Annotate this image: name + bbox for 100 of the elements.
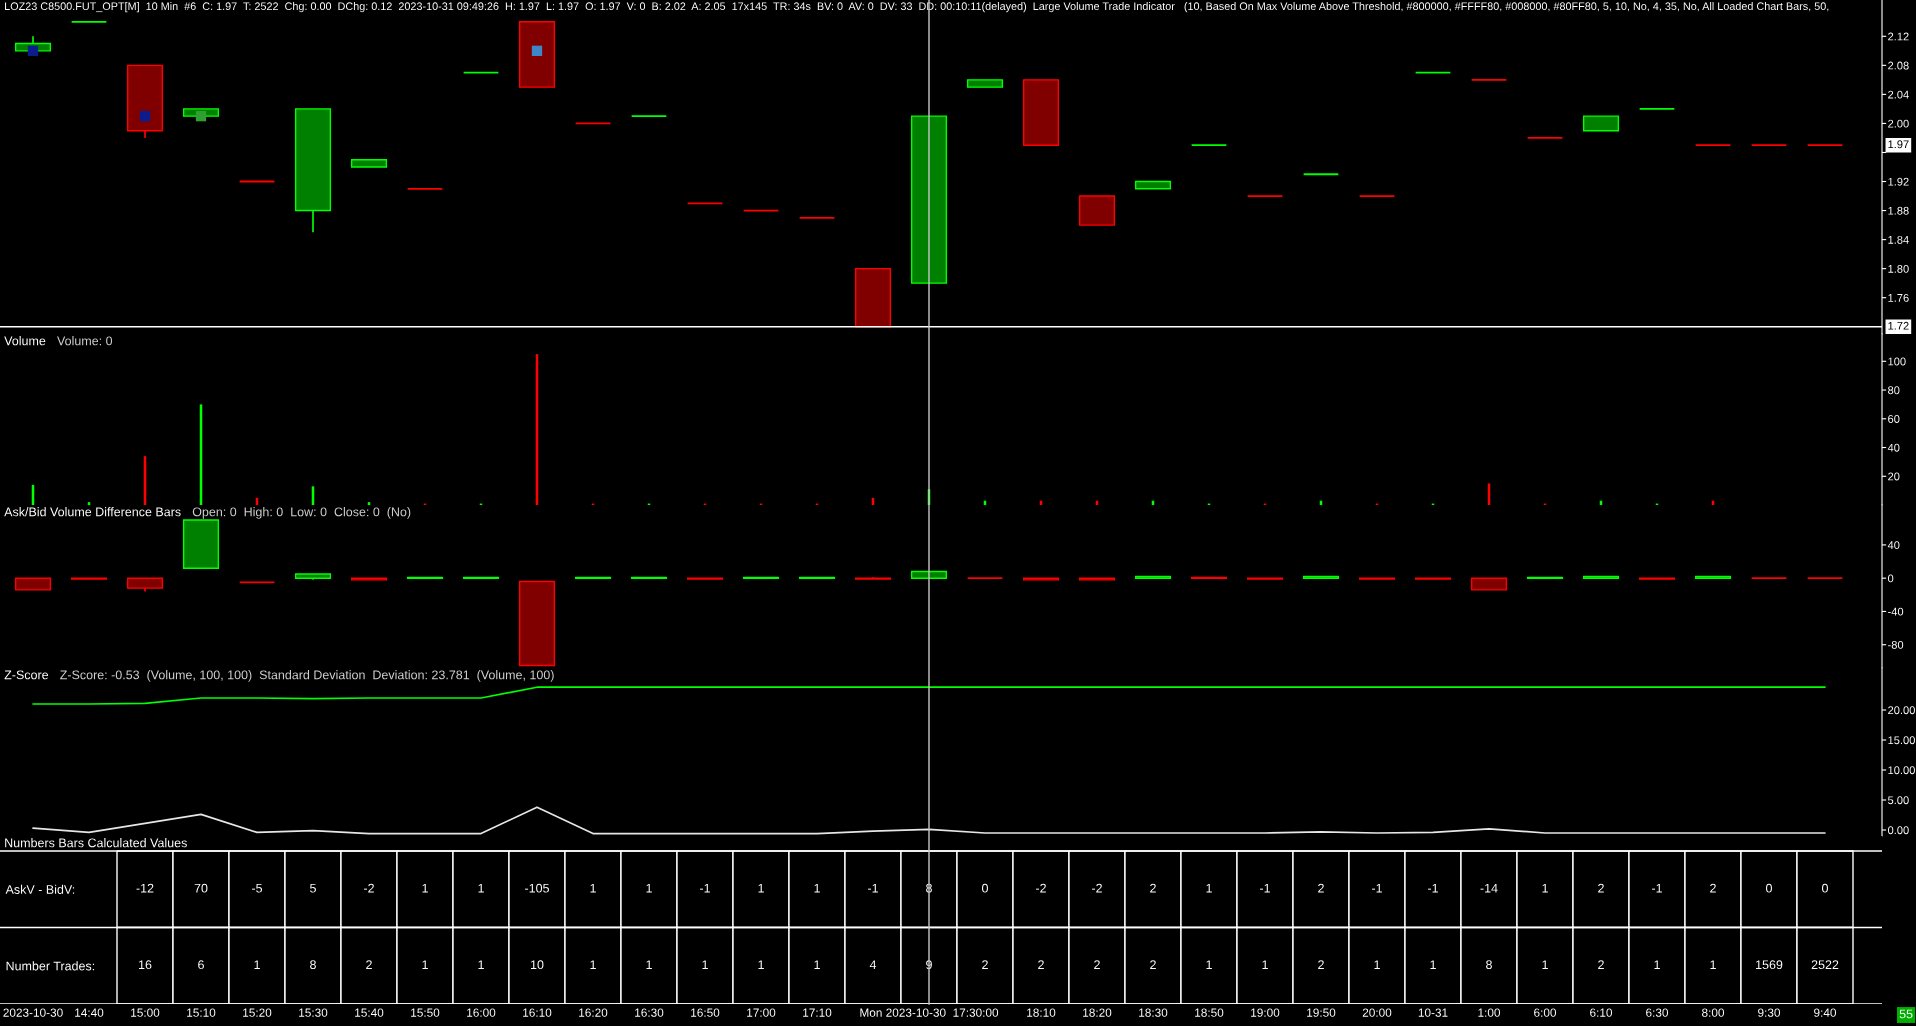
data-label: 1 [702,960,708,969]
x-tick-label: 8:00 [1702,1008,1725,1017]
x-tick-label: 6:10 [1590,1008,1613,1017]
data-label: 0 [1822,883,1828,893]
y-tick-label: 1.76 [1888,293,1909,302]
data-label: 1 [422,883,428,893]
data-label: 1 [1206,883,1212,893]
data-label: 1 [758,883,764,893]
data-label: 2 [1094,960,1100,969]
data-label: 9 [926,960,932,970]
data-label: 2 [1598,960,1604,969]
text: 55 [1899,1009,1913,1019]
x-tick-label: 18:30 [1139,1008,1168,1017]
data-label: 1 [758,960,764,969]
data-label: 1 [478,960,484,969]
data-label: -1 [700,883,710,893]
x-tick-label: 18:20 [1083,1008,1112,1017]
y-tick-label: 100 [1888,357,1906,366]
x-tick-label: Mon 2023-10-30 17:30:00 [860,1008,999,1017]
x-tick-label: 20:00 [1362,1008,1392,1017]
data-label: 1 [1262,960,1268,969]
data-label: -1 [1260,883,1270,893]
data-label: 1 [1430,960,1436,969]
data-label: 2 [366,960,372,969]
data-label: -105 [525,883,549,893]
data-label: -1 [1652,883,1662,893]
chart-subtitle: Open: 0 High: 0 Low: 0 Close: 0 (No) [192,507,411,519]
x-tick-label: 15:40 [355,1008,384,1017]
y-tick-label: 20 [1888,472,1900,481]
chart-title: Z-Score [4,670,49,680]
y-tick-label: 2.08 [1888,61,1909,70]
y-tick-label: 20.00 [1888,706,1915,715]
data-label: 1 [422,960,428,969]
data-label: 1569 [1756,960,1783,970]
chart-title: LOZ23 C8500.FUT_OPT[M] 10 Min #6 C: 1.97 T: 2522 Chg: 0.00 DChg: 0.12 2023-10-31 09:49:26 H: 1.97 L: 1.97 O: 1.97 V: 0 B: 2.02 A: 2.05 17x145 TR: 34s BV: 0 AV: 0 DV: 33 DD: 00:10:11(delayed) Large Volume Trade Indicator (10, Based On Max Volume Above Threshold, #800000, #FFFF80, #008000, #80FF80, 5, 10, No, 4, 35, No, All Loaded Chart Bars, 50, [5,2,1829,13]
data-label: 2 [1038,960,1044,969]
x-tick-label: 15:10 [187,1008,216,1017]
data-label: 1 [254,960,260,969]
x-tick-label: 17:10 [803,1008,832,1017]
data-label: 1 [590,960,596,969]
data-label: 2 [982,960,988,969]
x-tick-label: 6:00 [1534,1008,1557,1017]
ref-line-label: 1.72 [1888,321,1909,330]
data-label: 0 [1766,883,1772,893]
y-tick-label: 2.04 [1888,90,1909,99]
y-tick-label: 2.12 [1888,32,1909,41]
x-tick-label: 9:30 [1758,1008,1781,1017]
data-label: -5 [252,883,263,893]
x-tick-label: 1:00 [1478,1008,1501,1017]
data-label: -14 [1480,883,1498,893]
x-tick-label: 15:00 [131,1008,160,1017]
x-tick-label: 18:50 [1195,1008,1224,1017]
y-tick-label: 0.00 [1887,826,1909,835]
data-label: 1 [1542,960,1548,969]
data-label: 8 [1486,960,1492,970]
data-label: -1 [868,883,878,893]
y-tick-label: 80 [1888,386,1900,395]
y-tick-label: 1.92 [1888,177,1909,186]
y-tick-label: Number Trades: [6,961,95,971]
chart-subtitle: Volume: 0 [57,336,113,346]
y-tick-label: 10.00 [1888,766,1915,775]
chart-subtitle: Z-Score: -0.53 (Volume, 100, 100) Standard Deviation Deviation: 23.781 (Volume, 100) [60,670,554,682]
data-label: 1 [814,883,820,893]
y-tick-label: -80 [1888,640,1904,649]
data-label: -2 [1092,883,1102,893]
x-tick-label: 16:30 [635,1008,664,1017]
data-label: -2 [364,883,374,893]
x-tick-label: 16:20 [579,1008,608,1017]
data-label: 1 [1654,960,1660,969]
y-tick-label: 1.84 [1888,235,1909,244]
data-label: 5 [310,883,316,893]
chart-title: Numbers Bars Calculated Values [5,838,187,848]
data-label: 10 [531,960,544,970]
chart-title: Volume [4,336,46,346]
data-label: 6 [198,960,204,970]
data-label: -2 [1036,883,1046,893]
y-tick-label: 60 [1888,415,1900,423]
chart-title: Ask/Bid Volume Difference Bars [4,507,181,517]
y-tick-label: -40 [1888,607,1904,616]
x-tick-label: 18:10 [1027,1008,1056,1017]
x-tick-label: 15:30 [299,1008,328,1017]
data-label: 2 [1150,960,1156,969]
y-tick-label: AskV - BidV: [5,884,75,894]
x-tick-label: 17:00 [747,1008,776,1017]
data-label: 1 [590,883,596,893]
data-label: 1 [1374,960,1380,969]
data-label: 1 [1542,883,1548,893]
x-tick-label: 10-31 [1418,1008,1448,1017]
y-tick-label: 0 [1887,574,1894,583]
data-label: -1 [1428,883,1438,893]
data-label: 1 [814,960,820,969]
data-label: -12 [136,883,154,893]
x-tick-label: 16:10 [523,1008,552,1017]
x-tick-label: 9:40 [1814,1008,1837,1017]
data-label: 2 [1318,960,1324,969]
x-tick-label: 2023-10-30 [3,1008,63,1017]
data-label: 1 [1206,960,1212,969]
y-tick-label: 1.88 [1888,206,1909,215]
x-tick-label: 19:00 [1251,1008,1280,1017]
data-label: 2 [1150,883,1156,893]
